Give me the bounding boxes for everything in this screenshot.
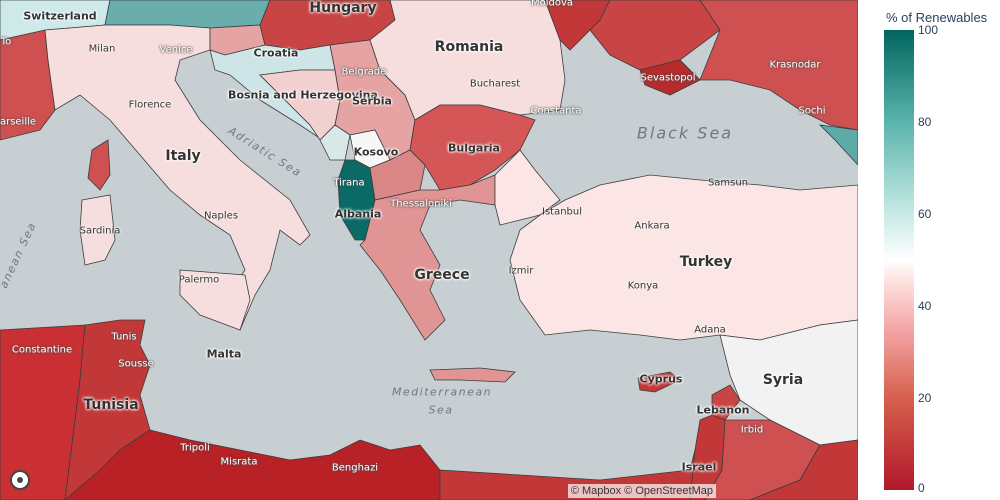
region-turkey-thrace[interactable] [494,149,561,226]
colorbar-tick-40: 40 [918,299,932,313]
colorbar [884,30,914,490]
region-iraq[interactable] [749,439,858,500]
map-svg [0,0,858,500]
region-lebanon[interactable] [711,384,741,421]
colorbar-tick-20: 20 [918,391,932,405]
region-corsica[interactable] [87,139,111,191]
region-montenegro[interactable] [319,124,351,161]
region-sardinia[interactable] [79,194,116,266]
region-cyprus[interactable] [637,371,681,393]
colorbar-tick-80: 80 [918,115,932,129]
choropleth-map[interactable]: Black Sea Adriatic Sea Mediterranean Sea… [0,0,858,500]
mapbox-logo-icon[interactable] [10,470,30,490]
region-greece[interactable] [359,174,496,341]
region-crete[interactable] [429,367,516,383]
region-russia[interactable] [699,0,858,131]
colorbar-title: % of Renewables [886,10,988,25]
colorbar-tick-100: 100 [918,23,939,37]
colorbar-gradient [884,30,914,490]
region-sicily[interactable] [179,269,251,331]
region-austria[interactable] [104,0,271,29]
region-bulgaria[interactable] [409,104,536,191]
map-attribution[interactable]: © Mapbox © OpenStreetMap [567,484,716,498]
region-georgia[interactable] [818,124,858,166]
region-libya[interactable] [64,429,441,500]
region-romania[interactable] [369,0,566,121]
region-moldova[interactable] [544,0,611,51]
colorbar-tick-60: 60 [918,207,932,221]
region-crimea[interactable] [639,59,701,96]
colorbar-tick-0: 0 [918,481,925,495]
